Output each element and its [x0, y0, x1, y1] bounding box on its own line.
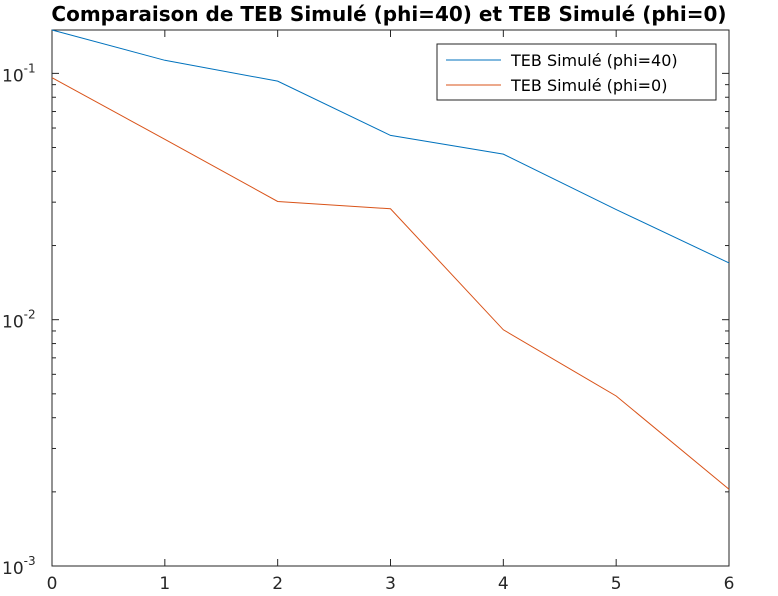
y-tick-label-exponent: -1 [24, 61, 36, 75]
y-tick-label-exponent: -3 [24, 554, 36, 568]
series-line-1 [51, 77, 730, 490]
x-axis-ticks: 0 1 2 3 4 5 6 [47, 30, 735, 594]
x-tick-label: 6 [724, 574, 735, 594]
series-lines [51, 29, 730, 490]
y-tick-label-exponent: -2 [24, 308, 36, 322]
x-tick-label: 0 [47, 574, 58, 594]
plot-area-box [51, 29, 730, 567]
legend-label-1: TEB Simulé (phi=0) [510, 76, 667, 95]
legend-label-0: TEB Simulé (phi=40) [510, 51, 678, 70]
legend: TEB Simulé (phi=40) TEB Simulé (phi=0) [436, 43, 717, 101]
x-tick-label: 3 [385, 574, 396, 594]
x-tick-label: 2 [272, 574, 283, 594]
x-tick-label: 1 [159, 574, 170, 594]
y-tick-label-base: 10 [2, 66, 24, 86]
y-tick-label-base: 10 [2, 313, 24, 333]
plot-frame [51, 29, 730, 567]
y-axis-ticks: 10-110-210-3 [2, 61, 729, 579]
y-tick-label: 10-1 [2, 61, 36, 86]
x-tick-label: 4 [498, 574, 509, 594]
y-tick-label: 10-2 [2, 308, 36, 333]
legend-box [436, 43, 717, 101]
series-line-0 [51, 29, 730, 264]
y-tick-label-base: 10 [2, 559, 24, 579]
x-tick-label: 5 [611, 574, 622, 594]
y-tick-label: 10-3 [2, 554, 36, 579]
chart-title: Comparaison de TEB Simulé (phi=40) et TE… [51, 2, 727, 26]
